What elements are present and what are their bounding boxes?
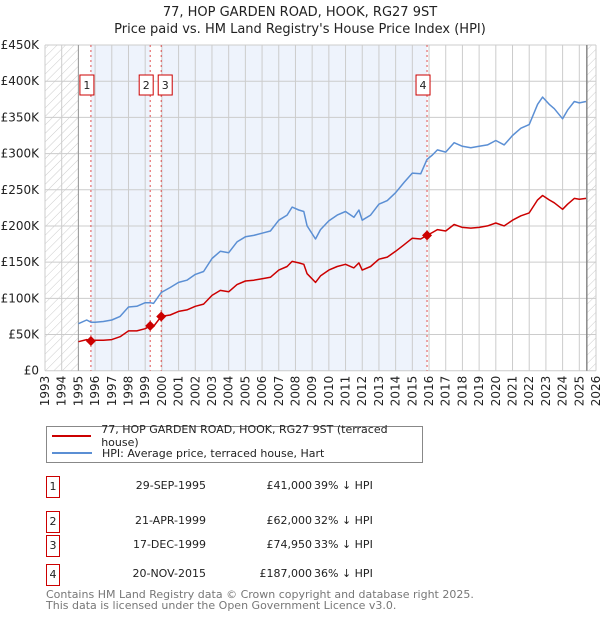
x-tick-label: 2026 bbox=[589, 376, 600, 407]
x-tick-label: 2018 bbox=[455, 376, 469, 407]
y-tick-label: £400K bbox=[1, 74, 41, 88]
x-tick-label: 2005 bbox=[238, 376, 252, 407]
x-tick-label: 2010 bbox=[322, 376, 336, 407]
x-tick-label: 2007 bbox=[272, 376, 286, 407]
hpi-series-line bbox=[78, 96, 587, 325]
legend-label-hpi: HPI: Average price, terraced house, Hart bbox=[102, 446, 325, 460]
x-tick-label: 1998 bbox=[121, 376, 135, 407]
x-tick-label: 2004 bbox=[222, 376, 236, 407]
property-series-line bbox=[78, 194, 587, 343]
table-row: 3 17-DEC-1999 £74,950 33% ↓ HPI bbox=[46, 535, 446, 557]
x-tick-label: 2001 bbox=[172, 376, 186, 407]
footer-line-2: This data is licensed under the Open Gov… bbox=[46, 599, 397, 612]
sale-label-2: 2 bbox=[143, 79, 150, 92]
y-tick-label: £300K bbox=[1, 147, 41, 161]
sale-hpi-diff: 36% ↓ HPI bbox=[314, 567, 373, 580]
sale-price: £74,950 bbox=[266, 538, 313, 551]
x-tick-label: 2021 bbox=[506, 376, 520, 407]
x-tick-label: 2022 bbox=[522, 376, 536, 407]
x-tick-label: 2002 bbox=[188, 376, 202, 407]
sale-date: 20-NOV-2015 bbox=[132, 567, 206, 580]
price-chart: 77, HOP GARDEN ROAD, HOOK, RG27 9ST Pric… bbox=[1, 5, 600, 407]
sale-hpi-diff: 33% ↓ HPI bbox=[314, 538, 373, 551]
sale-label-box bbox=[415, 74, 431, 96]
x-tick-label: 2012 bbox=[355, 376, 369, 407]
x-tick-label: 2019 bbox=[472, 376, 486, 407]
y-tick-label: £0 bbox=[24, 364, 39, 378]
y-tick-label: £450K bbox=[1, 38, 41, 52]
x-tick-label: 2025 bbox=[572, 376, 586, 407]
legend: 77, HOP GARDEN ROAD, HOOK, RG27 9ST (ter… bbox=[46, 423, 423, 463]
sale-label-3: 3 bbox=[162, 79, 169, 92]
sale-label-4: 4 bbox=[420, 79, 427, 92]
sale-price: £41,000 bbox=[266, 479, 313, 492]
x-tick-label: 2017 bbox=[439, 376, 453, 407]
x-tick-label: 2023 bbox=[539, 376, 553, 407]
x-tick-label: 2013 bbox=[372, 376, 386, 407]
table-row: 2 21-APR-1999 £62,000 32% ↓ HPI bbox=[46, 511, 446, 533]
chart-title: 77, HOP GARDEN ROAD, HOOK, RG27 9ST bbox=[163, 5, 437, 20]
y-tick-label: £50K bbox=[8, 328, 40, 342]
chart-subtitle: Price paid vs. HM Land Registry's House … bbox=[114, 22, 486, 37]
x-tick-label: 1993 bbox=[38, 376, 52, 407]
x-tick-label: 2014 bbox=[389, 376, 403, 407]
x-tick-label: 2006 bbox=[255, 376, 269, 407]
x-tick-label: 1996 bbox=[88, 376, 102, 407]
legend-swatch-property bbox=[52, 435, 92, 437]
sale-label-box bbox=[157, 74, 173, 96]
sale-hpi-diff: 32% ↓ HPI bbox=[314, 514, 373, 527]
footer-line-1: Contains HM Land Registry data © Crown c… bbox=[46, 588, 474, 601]
y-tick-label: £350K bbox=[1, 110, 41, 124]
sale-price: £62,000 bbox=[266, 514, 313, 527]
x-tick-label: 2003 bbox=[205, 376, 219, 407]
x-tick-label: 1994 bbox=[55, 376, 69, 407]
table-row: 4 20-NOV-2015 £187,000 36% ↓ HPI bbox=[46, 564, 446, 586]
y-tick-label: £200K bbox=[1, 219, 41, 233]
x-tick-label: 2015 bbox=[405, 376, 419, 407]
legend-label-property: 77, HOP GARDEN ROAD, HOOK, RG27 9ST (ter… bbox=[101, 423, 388, 449]
x-tick-label: 2009 bbox=[305, 376, 319, 407]
x-tick-label: 2024 bbox=[556, 376, 570, 407]
x-tick-label: 2011 bbox=[339, 376, 353, 407]
sale-label-1: 1 bbox=[83, 79, 90, 92]
x-tick-label: 1999 bbox=[138, 376, 152, 407]
legend-swatch-hpi bbox=[52, 452, 92, 454]
sale-point-2 bbox=[145, 320, 156, 331]
x-tick-label: 1997 bbox=[105, 376, 119, 407]
sale-marker-label: 4 bbox=[46, 564, 60, 586]
x-tick-label: 1995 bbox=[71, 376, 85, 407]
hatched-region-after-data bbox=[586, 45, 596, 371]
x-tick-label: 2020 bbox=[489, 376, 503, 407]
footer-attribution: Contains HM Land Registry data © Crown c… bbox=[46, 589, 474, 611]
sale-date: 21-APR-1999 bbox=[134, 514, 206, 527]
table-row: 1 29-SEP-1995 £41,000 39% ↓ HPI bbox=[46, 476, 446, 498]
sale-date: 29-SEP-1995 bbox=[135, 479, 206, 492]
sale-label-box bbox=[79, 74, 95, 96]
y-tick-label: £150K bbox=[1, 255, 41, 269]
x-tick-label: 2000 bbox=[155, 376, 169, 407]
sale-price: £187,000 bbox=[259, 567, 313, 580]
y-tick-label: £250K bbox=[1, 183, 41, 197]
x-tick-label: 2016 bbox=[422, 376, 436, 407]
sale-point-4 bbox=[422, 230, 433, 241]
y-tick-label: £100K bbox=[1, 291, 41, 305]
sale-marker-label: 1 bbox=[46, 476, 60, 498]
x-tick-label: 2008 bbox=[288, 376, 302, 407]
sale-marker-label: 3 bbox=[46, 535, 60, 557]
sale-marker-label: 2 bbox=[46, 511, 60, 533]
sale-point-3 bbox=[156, 311, 167, 322]
sale-date: 17-DEC-1999 bbox=[132, 538, 206, 551]
sale-label-box bbox=[138, 74, 154, 96]
sale-point-1 bbox=[85, 336, 96, 347]
sale-hpi-diff: 39% ↓ HPI bbox=[314, 479, 373, 492]
